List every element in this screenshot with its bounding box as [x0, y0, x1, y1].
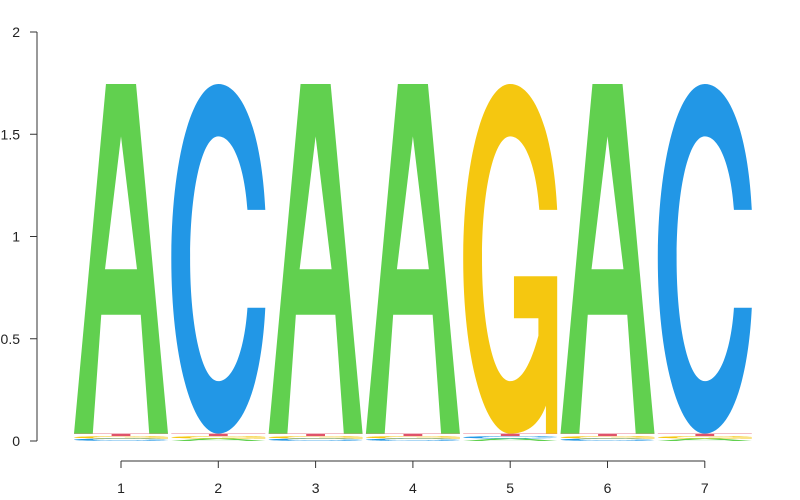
minor-letter-t: [560, 433, 655, 437]
consensus-letter-a: [74, 83, 168, 434]
minor-letter-t: [463, 433, 558, 437]
consensus-letter-c: [657, 83, 752, 434]
minor-letter-t: [171, 433, 266, 437]
minor-letter-c: [365, 438, 460, 441]
minor-letter-c: [74, 438, 168, 441]
y-axis: 0 0.5 1 1.5 2: [1, 24, 38, 449]
y-tick-label: 1: [12, 229, 20, 245]
x-tick-label: 5: [506, 480, 514, 496]
x-tick-label: 6: [604, 480, 612, 496]
y-tick-label: 0.5: [1, 331, 21, 347]
x-tick-label: 2: [214, 480, 222, 496]
minor-letter-g: [657, 436, 752, 439]
minor-letter-g: [365, 436, 460, 439]
minor-letter-a: [463, 438, 558, 441]
minor-letter-g: [171, 436, 266, 439]
y-tick-label: 1.5: [1, 126, 21, 142]
minor-letter-t: [365, 433, 460, 437]
minor-letter-c: [463, 436, 558, 439]
consensus-letter-a: [268, 83, 363, 434]
minor-letter-a: [171, 438, 266, 441]
logo-letters: [74, 83, 752, 441]
x-tick-label: 4: [409, 480, 417, 496]
minor-letter-t: [74, 433, 168, 437]
y-tick-label: 0: [12, 433, 20, 449]
minor-letter-g: [268, 436, 363, 439]
y-tick-label: 2: [12, 24, 20, 40]
consensus-letter-c: [171, 83, 266, 434]
minor-letter-c: [560, 438, 655, 441]
x-tick-label: 3: [312, 480, 320, 496]
x-tick-label: 1: [117, 480, 125, 496]
consensus-letter-g: [463, 83, 558, 434]
minor-letter-g: [74, 436, 168, 439]
x-tick-label: 7: [701, 480, 709, 496]
consensus-letter-a: [560, 83, 655, 434]
minor-letter-c: [268, 438, 363, 441]
minor-letter-t: [268, 433, 363, 437]
minor-letter-a: [657, 438, 752, 441]
x-axis: 1 2 3 4 5 6 7: [117, 460, 709, 496]
minor-letter-g: [560, 436, 655, 439]
minor-letter-t: [657, 433, 752, 437]
consensus-letter-a: [365, 83, 460, 434]
